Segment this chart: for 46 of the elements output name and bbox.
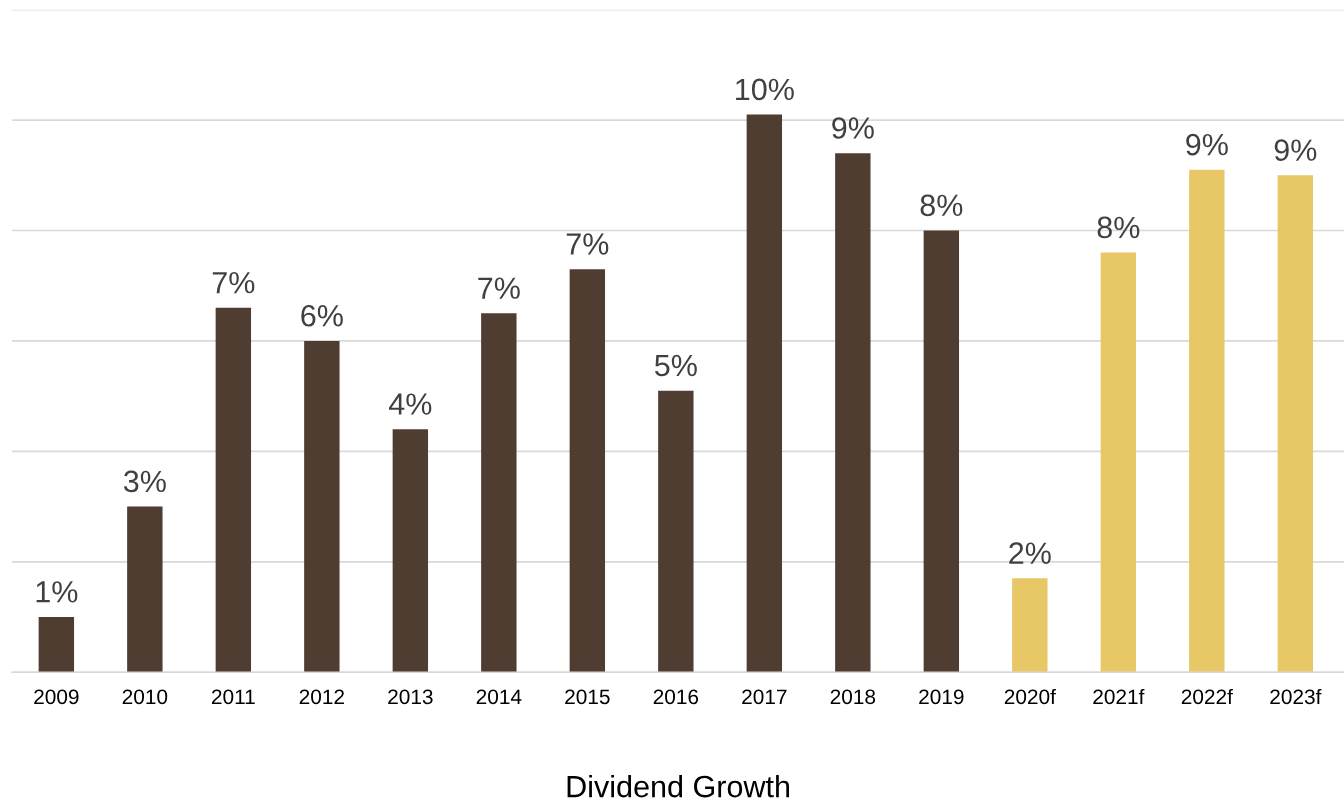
bar [127,506,163,673]
data-label: 7% [566,233,609,255]
bar [1189,169,1225,673]
bar [1012,578,1048,673]
x-tick-label: 2012 [299,689,344,705]
x-tick-label: 2014 [476,689,522,705]
x-tick-label: 2009 [34,689,79,705]
data-label: 9% [832,117,874,139]
x-tick-label: 2019 [919,689,964,705]
x-tick-label: 2017 [742,689,787,705]
bar [923,230,960,673]
bar [1100,252,1137,673]
bar [481,313,517,673]
bar [215,307,252,673]
x-tick-label: 2020f [1004,688,1056,705]
data-label: 3% [123,470,166,493]
x-tick-label: 2023f [1270,688,1322,705]
x-tick-label: 2021f [1093,688,1145,705]
data-label: 8% [1097,216,1140,239]
x-tick-label: 2016 [653,689,699,705]
bar [1277,175,1314,673]
x-tick-label: 2010 [122,689,168,705]
x-tick-label: 2015 [565,689,610,705]
data-label: 9% [1186,133,1228,156]
x-tick-label: 2018 [830,689,876,705]
data-label: 5% [654,354,697,377]
data-label: 7% [478,277,520,299]
data-label: 8% [920,194,963,217]
bar [392,429,429,673]
data-label: 10% [736,78,794,101]
x-tick-label: 2011 [211,689,255,705]
data-label: 7% [212,271,255,294]
data-label: 1% [36,581,78,603]
bar [38,617,75,673]
bar [569,269,606,673]
bar [658,390,694,673]
bar [304,340,340,673]
bar [746,114,783,673]
x-tick-label: 2022f [1181,688,1233,705]
data-label: 4% [388,393,432,415]
data-label: 9% [1274,139,1317,161]
x-axis-title: Dividend Growth [567,774,790,798]
x-tick-label: 2013 [388,689,433,705]
bar [835,153,871,673]
data-label: 6% [301,304,343,327]
data-label: 2% [1009,542,1051,564]
